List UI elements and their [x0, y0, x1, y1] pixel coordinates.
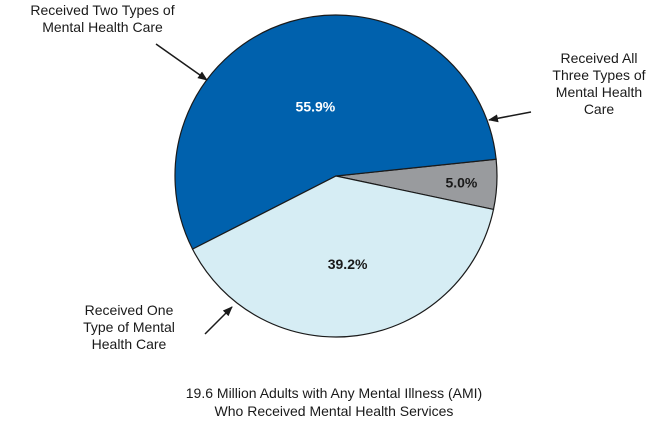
- slice-two-types-value-label: 39.2%: [328, 256, 368, 272]
- label-one-type-line: Type of Mental: [83, 319, 175, 335]
- label-all-three-line: Three Types of: [552, 67, 646, 83]
- label-all-three: Received All Three Types of Mental Health C…: [535, 50, 663, 118]
- arrow-two-types: [155, 43, 208, 81]
- label-all-three-line: Received All: [560, 50, 638, 66]
- label-one-type-line: Health Care: [91, 336, 167, 352]
- slice-two-types: [191, 175, 495, 338]
- chart-caption: 19.6 Million Adults with Any Mental Illn…: [0, 384, 668, 420]
- label-one-type: Received One Type of Mental Health Care: [64, 302, 194, 353]
- caption-line-1: 19.6 Million Adults with Any Mental Illn…: [185, 385, 483, 401]
- slice-all-three-value-label: 5.0%: [445, 175, 477, 191]
- label-two-types: Received Two Types of Mental Health Care: [5, 2, 200, 36]
- label-two-types-line: Received Two Types of: [30, 2, 175, 18]
- slice-one-type-value-label: 55.9%: [296, 99, 336, 115]
- label-two-types-line: Mental Health Care: [42, 19, 163, 35]
- label-all-three-line: Mental Health: [555, 84, 643, 100]
- arrow-all-three: [488, 111, 532, 123]
- caption-line-2: Who Received Mental Health Services: [214, 403, 454, 419]
- label-all-three-line: Care: [583, 101, 615, 117]
- slice-one-type: [174, 14, 497, 250]
- label-one-type-line: Received One: [84, 302, 174, 318]
- arrow-one-type: [204, 306, 233, 335]
